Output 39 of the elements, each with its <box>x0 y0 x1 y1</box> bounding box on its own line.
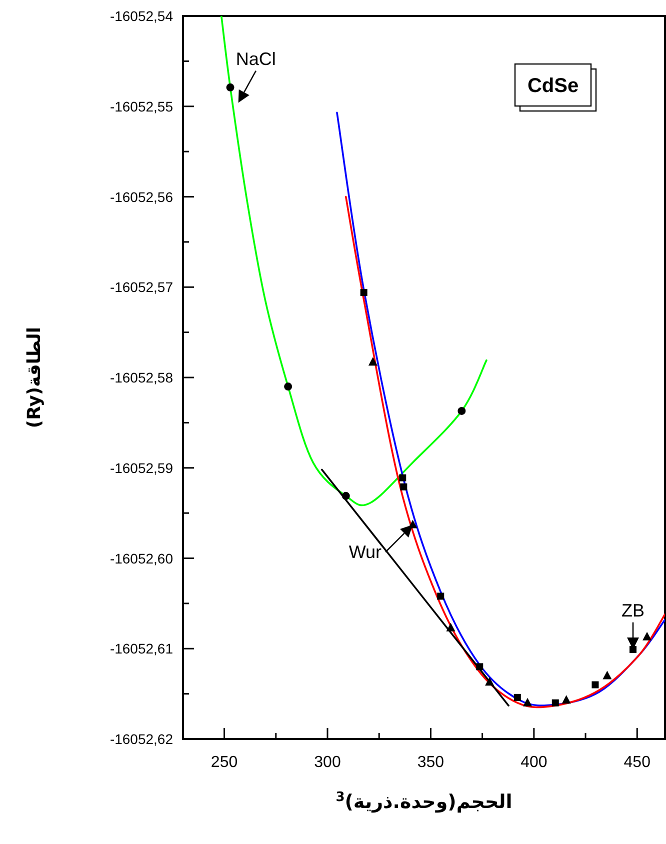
point <box>523 698 532 706</box>
y-tick-label: -16052,57 <box>110 279 174 296</box>
point <box>458 406 466 415</box>
x-tick-label: 400 <box>520 754 548 771</box>
point <box>399 474 406 482</box>
point <box>476 663 484 670</box>
point <box>437 592 444 600</box>
y-axis-title: الطاقة(Ry) <box>24 326 45 428</box>
y-tick-label: -16052,62 <box>110 731 174 747</box>
annotation: ZB <box>621 600 645 620</box>
x-tick-label: 450 <box>624 754 651 771</box>
annotation: CdSe <box>527 75 579 97</box>
point <box>485 677 494 686</box>
point <box>446 622 456 632</box>
point <box>592 681 599 688</box>
y-tick-label: -16052,58 <box>110 370 174 386</box>
point <box>226 83 234 92</box>
x-tick-label: 250 <box>210 754 238 771</box>
y-tick-label: -16052,56 <box>110 188 174 205</box>
y-tick-label: -16052,59 <box>110 460 174 476</box>
point <box>514 694 521 701</box>
point <box>642 632 652 640</box>
y-tick-label: -16052,60 <box>110 550 174 566</box>
point <box>368 357 378 366</box>
point <box>602 670 612 680</box>
point <box>562 695 571 704</box>
y-tick-label: -16052,61 <box>110 640 174 657</box>
point <box>552 699 559 706</box>
point <box>400 483 408 490</box>
line-series <box>336 112 665 706</box>
x-tick-label: 350 <box>417 754 444 771</box>
y-tick-label: -16052,54 <box>110 8 174 24</box>
point <box>360 289 368 296</box>
annotation: NaCl <box>236 48 276 69</box>
point <box>342 492 350 500</box>
annotation: Wur <box>348 542 382 562</box>
y-tick-label: -16052,55 <box>110 98 174 114</box>
x-tick-label: 300 <box>314 754 341 771</box>
point <box>284 382 292 391</box>
